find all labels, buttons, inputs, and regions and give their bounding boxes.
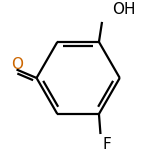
Text: OH: OH [112,2,135,17]
Text: O: O [11,57,23,72]
Text: F: F [102,137,111,153]
